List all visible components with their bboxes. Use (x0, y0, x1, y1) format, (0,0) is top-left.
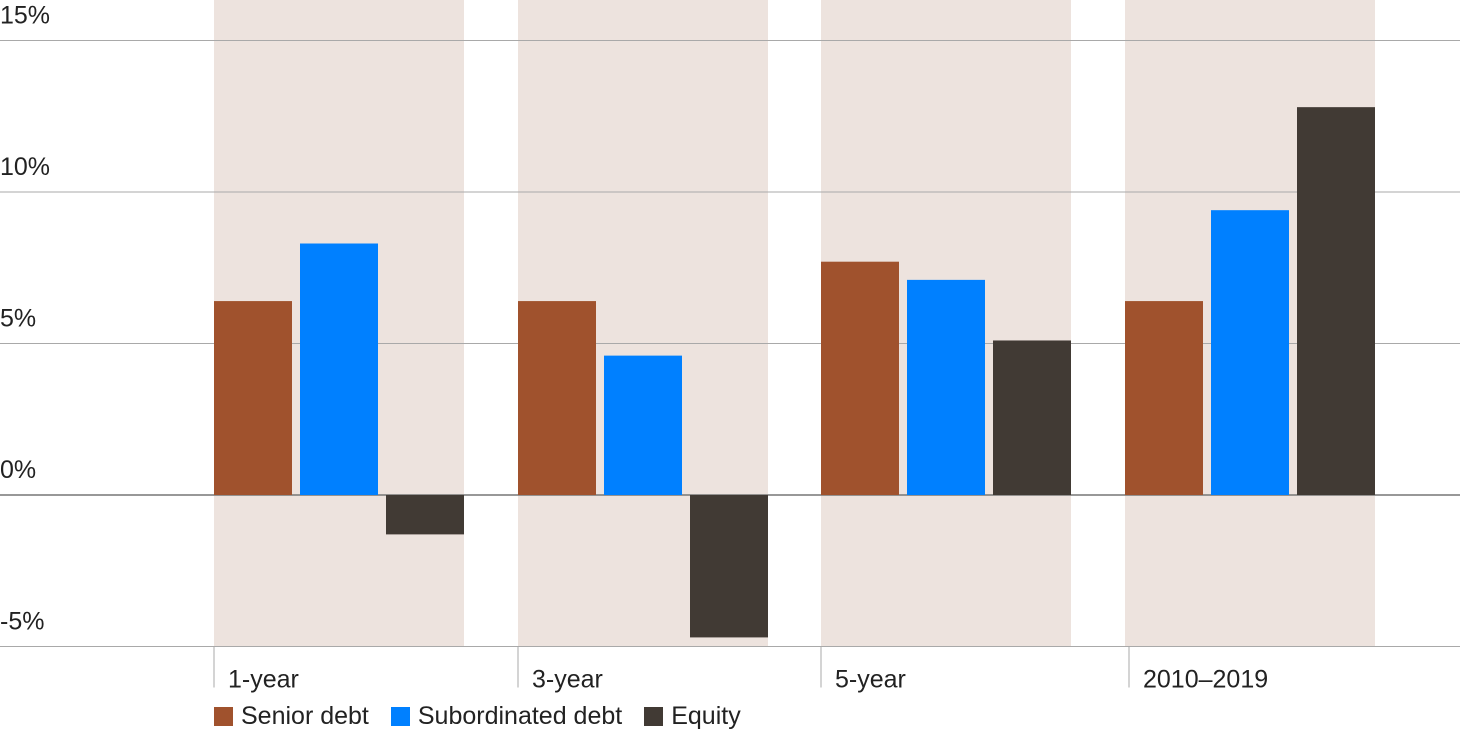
bar (907, 279, 985, 495)
category-label: 5-year (835, 666, 906, 694)
y-tick-label: 10% (0, 153, 50, 181)
legend-label: Senior debt (241, 701, 369, 730)
y-tick-label: 0% (0, 456, 36, 484)
y-tick-label: 5% (0, 305, 36, 333)
bar (821, 261, 899, 495)
legend-item: Senior debt (214, 702, 369, 731)
category-label: 2010–2019 (1143, 666, 1268, 694)
legend-swatch (390, 706, 410, 726)
x-axis-categories: 1-year 3-year 5-year 2010–2019 (213, 646, 1268, 694)
legend-item: Equity (644, 701, 741, 731)
bar (386, 495, 464, 535)
bar (690, 495, 768, 638)
bar (214, 301, 292, 495)
y-axis-ticks: 15% 10% 5% 0% -5% (0, 2, 50, 636)
y-tick-label: -5% (0, 608, 44, 636)
legend-label: Equity (671, 701, 741, 730)
bar (1211, 210, 1289, 495)
bar (300, 243, 378, 495)
bars (214, 107, 1375, 638)
bar (604, 355, 682, 495)
bar (518, 301, 596, 495)
legend-label: Subordinated debt (417, 701, 623, 730)
bar (1297, 107, 1375, 495)
legend-item: Subordinated debt (390, 701, 623, 731)
category-label: 3-year (532, 666, 603, 694)
bar (1125, 301, 1203, 495)
legend-swatch (214, 706, 233, 726)
y-tick-label: 15% (0, 2, 50, 30)
legend-swatch (644, 706, 664, 726)
category-label: 1-year (228, 666, 299, 694)
bar (993, 340, 1071, 495)
legend: Senior debt Subordinated debt Equity (214, 700, 763, 732)
